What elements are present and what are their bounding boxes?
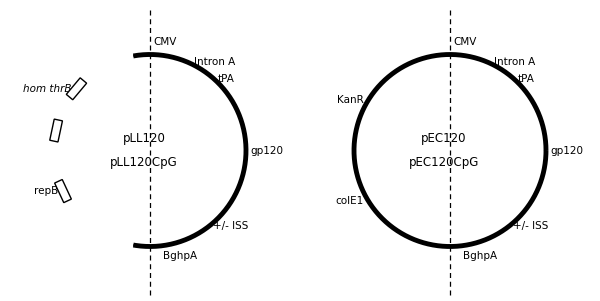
Text: BghpA: BghpA	[463, 251, 497, 261]
Text: pEC120CpG: pEC120CpG	[409, 156, 479, 169]
Text: colE1: colE1	[336, 196, 364, 206]
Text: tPA: tPA	[517, 74, 534, 84]
Text: BghpA: BghpA	[163, 251, 197, 261]
Polygon shape	[506, 72, 519, 84]
Polygon shape	[67, 78, 86, 100]
Polygon shape	[481, 59, 497, 66]
Text: gp120: gp120	[251, 145, 284, 156]
Polygon shape	[363, 94, 372, 109]
Text: pEC120: pEC120	[421, 132, 467, 145]
Polygon shape	[389, 225, 404, 235]
Text: hom thrB: hom thrB	[23, 84, 72, 94]
Text: CMV: CMV	[153, 37, 176, 47]
Polygon shape	[55, 179, 71, 203]
Text: +/- ISS: +/- ISS	[213, 221, 248, 231]
Polygon shape	[386, 68, 400, 78]
Text: +/- ISS: +/- ISS	[513, 221, 548, 231]
Polygon shape	[204, 219, 218, 230]
Text: Intron A: Intron A	[494, 57, 535, 67]
Polygon shape	[353, 130, 356, 148]
Text: gp120: gp120	[551, 145, 583, 156]
Text: KanR: KanR	[337, 95, 364, 105]
Text: tPA: tPA	[217, 74, 234, 84]
Text: Intron A: Intron A	[194, 57, 235, 67]
Polygon shape	[365, 196, 374, 211]
Text: pLL120: pLL120	[122, 132, 166, 145]
Polygon shape	[173, 238, 190, 244]
Polygon shape	[355, 164, 358, 181]
Polygon shape	[206, 72, 219, 84]
Polygon shape	[504, 219, 518, 230]
Polygon shape	[181, 59, 197, 66]
Polygon shape	[473, 238, 490, 244]
Text: repB: repB	[34, 186, 58, 196]
Text: CMV: CMV	[453, 37, 476, 47]
Polygon shape	[50, 119, 62, 142]
Text: pLL120CpG: pLL120CpG	[110, 156, 178, 169]
